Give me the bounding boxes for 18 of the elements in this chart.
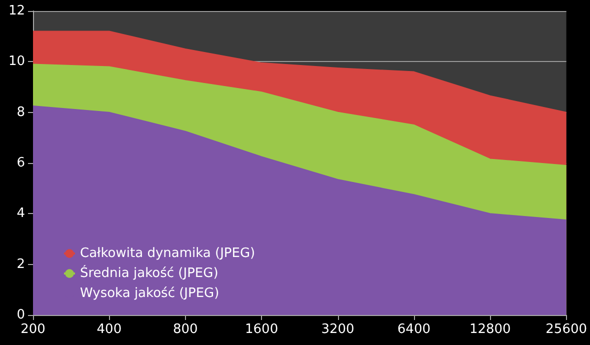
- x-tick-label: 12800: [469, 322, 511, 337]
- y-tick-label: 0: [16, 308, 25, 322]
- legend-label: Średnia jakość (JPEG): [80, 264, 218, 281]
- x-tick-label: 6400: [397, 322, 430, 337]
- x-tick-label: 25600: [546, 322, 587, 337]
- y-tick-label: 8: [16, 104, 25, 120]
- x-tick-label: 200: [20, 322, 46, 337]
- x-tick-label: 3200: [321, 322, 354, 337]
- x-tick-label: 1600: [245, 322, 278, 337]
- y-tick-label: 4: [16, 206, 25, 222]
- y-tick-label: 12: [8, 4, 25, 18]
- y-tick-label: 2: [16, 256, 25, 272]
- x-tick-label: 400: [96, 322, 122, 337]
- series-label: Wysoka jakość (JPEG): [80, 286, 220, 301]
- x-tick-label: 800: [172, 322, 198, 337]
- legend-label: Całkowita dynamika (JPEG): [80, 246, 256, 261]
- y-tick-label: 10: [8, 54, 25, 70]
- y-tick-label: 6: [16, 156, 25, 170]
